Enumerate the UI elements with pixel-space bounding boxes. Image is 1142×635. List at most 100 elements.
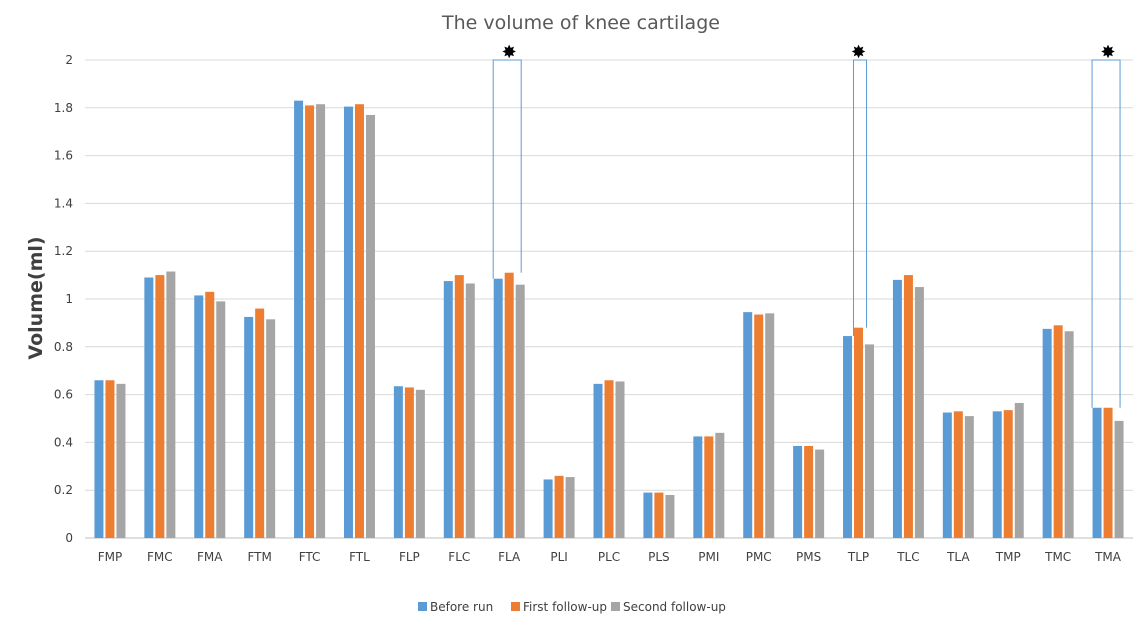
bar bbox=[693, 436, 703, 538]
y-tick-label: 0.8 bbox=[54, 340, 73, 354]
legend-swatch bbox=[511, 602, 520, 611]
bar bbox=[155, 275, 165, 538]
significance-bracket bbox=[492, 59, 522, 279]
bar bbox=[715, 432, 725, 538]
x-tick-label: FLA bbox=[498, 550, 521, 564]
x-tick-label: TLC bbox=[896, 550, 919, 564]
bar bbox=[543, 479, 553, 538]
bar bbox=[1003, 410, 1013, 538]
y-tick-label: 1.8 bbox=[54, 101, 73, 115]
x-tick-label: TLA bbox=[946, 550, 970, 564]
x-tick-label: FLP bbox=[399, 550, 420, 564]
x-tick-label: TMA bbox=[1094, 550, 1122, 564]
bar bbox=[354, 104, 364, 538]
bar bbox=[205, 291, 215, 538]
bar bbox=[903, 275, 913, 538]
significance-star: ✸ bbox=[851, 42, 866, 63]
bar bbox=[343, 106, 353, 538]
y-tick-label: 0 bbox=[65, 531, 73, 545]
bar bbox=[615, 381, 625, 538]
significance-star: ✸ bbox=[502, 42, 517, 63]
bar bbox=[454, 275, 464, 538]
x-tick-label: FMP bbox=[98, 550, 123, 564]
legend-item: First follow-up bbox=[511, 600, 607, 614]
bar bbox=[565, 477, 575, 538]
bar bbox=[815, 449, 825, 538]
x-tick-label: FMC bbox=[147, 550, 173, 564]
bar bbox=[1092, 407, 1102, 538]
legend-item: Before run bbox=[418, 600, 493, 614]
x-tick-label: FTC bbox=[299, 550, 321, 564]
bar bbox=[992, 411, 1002, 538]
x-tick-label: TMP bbox=[995, 550, 1021, 564]
significance-star: ✸ bbox=[1101, 42, 1116, 63]
legend-label: Before run bbox=[430, 600, 493, 614]
bar bbox=[1014, 402, 1024, 538]
bar bbox=[305, 105, 315, 538]
x-tick-label: FLC bbox=[448, 550, 470, 564]
bar bbox=[942, 412, 952, 538]
significance-markers: ✸ ✸ ✸ bbox=[502, 42, 1116, 63]
legend: Before run First follow-up Second follow-u… bbox=[418, 600, 726, 614]
y-tick-label: 0.6 bbox=[54, 388, 73, 402]
bar bbox=[554, 475, 564, 538]
bar bbox=[604, 380, 614, 538]
x-tick-labels: FMP FMC FMA FTM FTC FTL FLP FLC FLA PLI PLC PLS PMI P… bbox=[98, 550, 1122, 564]
bar bbox=[892, 279, 902, 538]
bar bbox=[443, 281, 453, 538]
y-tick-labels: 0 0.2 0.4 0.6 0.8 1 1.2 1.4 1.6 1.8 2 bbox=[54, 53, 73, 545]
legend-item: Second follow-up bbox=[611, 600, 726, 614]
bar bbox=[754, 314, 764, 538]
y-tick-label: 0.4 bbox=[54, 435, 73, 449]
y-axis-label: Volume(ml) bbox=[25, 236, 47, 359]
x-tick-label: PLI bbox=[550, 550, 567, 564]
bar bbox=[216, 301, 226, 538]
legend-label: Second follow-up bbox=[623, 600, 726, 614]
x-tick-label: PLC bbox=[598, 550, 620, 564]
bar bbox=[404, 387, 414, 538]
bar bbox=[504, 272, 514, 538]
bar bbox=[316, 104, 326, 538]
x-tick-label: TLP bbox=[847, 550, 869, 564]
bar bbox=[1114, 420, 1124, 538]
bar bbox=[643, 492, 653, 538]
x-tick-label: FMA bbox=[197, 550, 223, 564]
bar bbox=[1053, 325, 1063, 538]
bar bbox=[465, 283, 475, 538]
bar bbox=[654, 492, 664, 538]
bar bbox=[765, 313, 775, 538]
bar bbox=[266, 319, 276, 538]
bar bbox=[105, 380, 115, 538]
y-tick-label: 1.4 bbox=[54, 196, 73, 210]
bar bbox=[914, 287, 924, 538]
bar bbox=[365, 114, 375, 538]
bar bbox=[493, 278, 503, 538]
bar bbox=[793, 445, 803, 538]
y-tick-label: 1.2 bbox=[54, 244, 73, 258]
bar bbox=[393, 386, 403, 538]
bar bbox=[1103, 407, 1113, 538]
bar bbox=[665, 494, 675, 538]
bar bbox=[166, 271, 176, 538]
bar bbox=[255, 308, 265, 538]
bar bbox=[964, 416, 974, 538]
y-tick-label: 2 bbox=[65, 53, 73, 67]
y-tick-label: 1 bbox=[65, 292, 73, 306]
bar bbox=[843, 336, 853, 538]
bar bbox=[743, 312, 753, 538]
significance-bracket bbox=[853, 59, 868, 337]
bar bbox=[1064, 331, 1074, 538]
bar bbox=[94, 380, 104, 538]
significance-bracket bbox=[1091, 59, 1121, 408]
bar bbox=[194, 295, 204, 538]
x-tick-label: PMI bbox=[698, 550, 719, 564]
bar bbox=[515, 284, 525, 538]
bar bbox=[1042, 328, 1052, 538]
significance-boxes bbox=[492, 59, 1121, 408]
chart-title: The volume of knee cartilage bbox=[441, 12, 720, 34]
bar bbox=[865, 344, 875, 538]
x-tick-label: PMC bbox=[746, 550, 772, 564]
y-tick-label: 0.2 bbox=[54, 483, 73, 497]
x-tick-label: PMS bbox=[796, 550, 821, 564]
